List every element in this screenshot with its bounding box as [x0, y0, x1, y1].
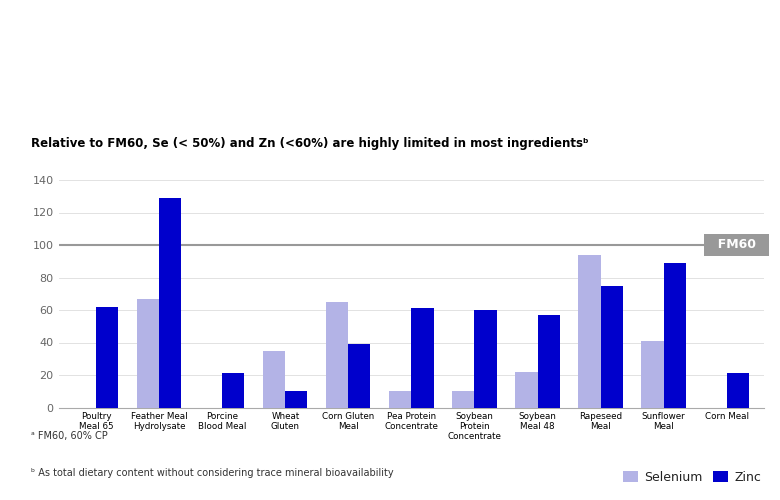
Bar [727, 374, 749, 408]
Text: ᵇ As total dietary content without considering trace mineral bioavailability: ᵇ As total dietary content without consi… [31, 468, 394, 477]
Text: Relative to FM60, Se (< 50%) and Zn (<60%) are highly limited in most ingredient: Relative to FM60, Se (< 50%) and Zn (<60… [31, 137, 589, 150]
Bar [601, 286, 622, 408]
Bar [285, 391, 307, 407]
Bar [96, 306, 119, 408]
Bar [474, 310, 497, 408]
Bar [159, 198, 182, 408]
Bar [349, 344, 370, 408]
Bar [664, 263, 686, 408]
Bar [137, 298, 159, 408]
Bar [326, 302, 349, 408]
Text: FM60: FM60 [709, 238, 764, 252]
Bar [641, 341, 664, 407]
Legend: Selenium, Zinc: Selenium, Zinc [619, 466, 766, 489]
Bar [452, 391, 474, 407]
Bar [264, 350, 285, 408]
Bar [537, 315, 559, 408]
Bar [412, 308, 434, 408]
Bar [222, 374, 244, 408]
Bar [579, 255, 601, 408]
Text: ᵃ FM60, 60% CP: ᵃ FM60, 60% CP [31, 430, 108, 440]
Bar [516, 372, 537, 408]
Bar [389, 391, 412, 407]
Text: Trace Mineral Content (%) of Selected
Ingredients Relative to Fish Meal (FM60ᵃ): Trace Mineral Content (%) of Selected In… [153, 38, 627, 82]
